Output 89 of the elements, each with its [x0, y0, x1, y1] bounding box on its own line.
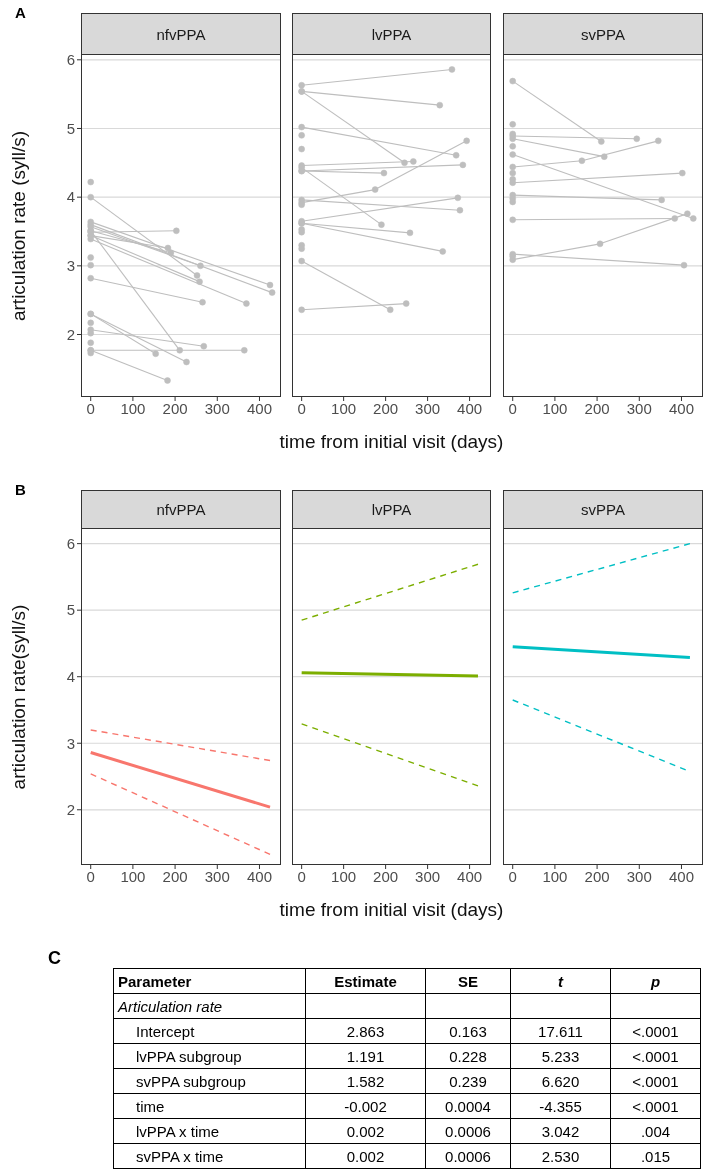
- text: C: [48, 948, 61, 969]
- text: B: [15, 481, 26, 498]
- text: -4.355: [510, 1093, 611, 1119]
- x-tick-label: 300: [626, 867, 652, 885]
- x-tick-label: 200: [373, 867, 399, 885]
- x-tick-label: 0: [508, 399, 517, 417]
- chart-title: lvPPA: [292, 13, 491, 55]
- chart-title: svPPA: [503, 13, 703, 55]
- x-tick-label: 200: [584, 399, 610, 417]
- text: 2.863: [305, 1018, 426, 1044]
- x-tick-label: 300: [415, 867, 441, 885]
- x-tick-label: 200: [584, 867, 610, 885]
- x-tick-label: 200: [373, 399, 399, 417]
- text: lvPPA subgroup: [113, 1043, 306, 1069]
- x-tick-label: 300: [415, 399, 441, 417]
- x-tick-label: 0: [297, 867, 306, 885]
- y-tick-label: 2: [66, 801, 75, 819]
- x-tick-label: 100: [331, 867, 357, 885]
- x-axis-title: time from initial visit (days): [279, 899, 504, 921]
- y-tick-label: 3: [66, 257, 75, 275]
- chart-title: nfvPPA: [81, 490, 281, 529]
- text: .004: [610, 1118, 701, 1144]
- text: <.0001: [610, 1018, 701, 1044]
- text: <.0001: [610, 1093, 701, 1119]
- x-tick-label: 300: [204, 867, 230, 885]
- x-tick-label: 300: [204, 399, 230, 417]
- y-axis-title: articulation rate (syll/s): [8, 130, 30, 322]
- x-axis-title: time from initial visit (days): [279, 431, 504, 453]
- text: t: [510, 968, 611, 994]
- x-tick-label: 400: [457, 867, 483, 885]
- text: 6.620: [510, 1068, 611, 1094]
- text: Intercept: [113, 1018, 306, 1044]
- text: svPPA x time: [113, 1143, 306, 1169]
- x-tick-label: 100: [120, 399, 146, 417]
- text: -0.002: [305, 1093, 426, 1119]
- x-tick-label: 400: [457, 399, 483, 417]
- x-tick-label: 400: [246, 399, 272, 417]
- x-tick-label: 200: [162, 867, 188, 885]
- text: 2.530: [510, 1143, 611, 1169]
- text: 1.191: [305, 1043, 426, 1069]
- x-tick-label: 400: [668, 867, 694, 885]
- y-axis-title: articulation rate(syll/s): [8, 604, 30, 790]
- text: 1.582: [305, 1068, 426, 1094]
- text: time: [113, 1093, 306, 1119]
- x-tick-label: 200: [162, 399, 188, 417]
- text: <.0001: [610, 1043, 701, 1069]
- x-tick-label: 400: [246, 867, 272, 885]
- text: 0.0006: [425, 1118, 511, 1144]
- text: 3.042: [510, 1118, 611, 1144]
- text: lvPPA x time: [113, 1118, 306, 1144]
- y-tick-label: 4: [66, 668, 75, 686]
- y-tick-label: 3: [66, 734, 75, 752]
- y-tick-label: 2: [66, 325, 75, 343]
- x-tick-label: 100: [331, 399, 357, 417]
- text: Articulation rate: [113, 993, 306, 1019]
- text: 0.002: [305, 1143, 426, 1169]
- text: 0.0004: [425, 1093, 511, 1119]
- x-tick-label: 0: [508, 867, 517, 885]
- y-tick-label: 6: [66, 534, 75, 552]
- text: Estimate: [305, 968, 426, 994]
- y-tick-label: 6: [66, 51, 75, 69]
- y-tick-label: 5: [66, 601, 75, 619]
- x-tick-label: 300: [626, 399, 652, 417]
- text: 17.611: [510, 1018, 611, 1044]
- y-tick-label: 4: [66, 188, 75, 206]
- text: 0.228: [425, 1043, 511, 1069]
- text: 5.233: [510, 1043, 611, 1069]
- y-tick-label: 5: [66, 119, 75, 137]
- text: p: [610, 968, 701, 994]
- text: 0.0006: [425, 1143, 511, 1169]
- x-tick-label: 400: [668, 399, 694, 417]
- chart-title: svPPA: [503, 490, 703, 529]
- text: SE: [425, 968, 511, 994]
- x-tick-label: 0: [86, 399, 95, 417]
- text: Parameter: [113, 968, 306, 994]
- chart-title: lvPPA: [292, 490, 491, 529]
- text: svPPA subgroup: [113, 1068, 306, 1094]
- x-tick-label: 100: [120, 867, 146, 885]
- text: 0.002: [305, 1118, 426, 1144]
- x-tick-label: 100: [542, 399, 568, 417]
- text: .015: [610, 1143, 701, 1169]
- x-tick-label: 100: [542, 867, 568, 885]
- text: 0.163: [425, 1018, 511, 1044]
- text: 0.239: [425, 1068, 511, 1094]
- text: A: [15, 4, 26, 21]
- chart-title: nfvPPA: [81, 13, 281, 55]
- x-tick-label: 0: [86, 867, 95, 885]
- text: <.0001: [610, 1068, 701, 1094]
- x-tick-label: 0: [297, 399, 306, 417]
